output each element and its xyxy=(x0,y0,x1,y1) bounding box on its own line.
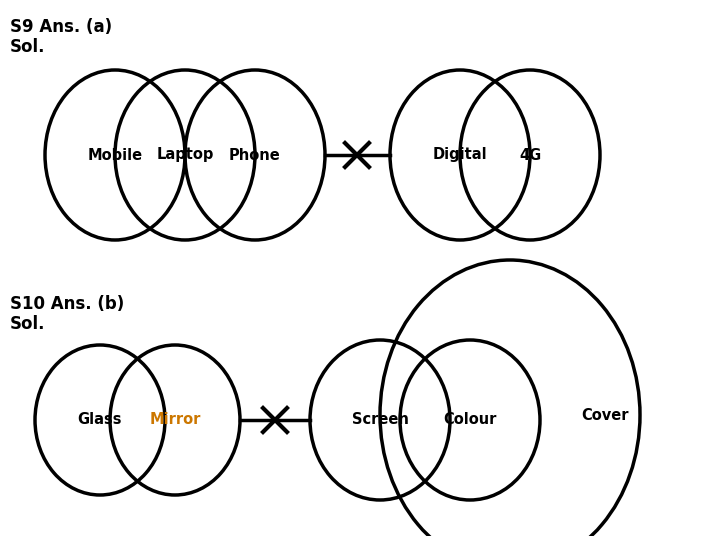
Text: S9 Ans. (a): S9 Ans. (a) xyxy=(10,18,112,36)
Text: 4G: 4G xyxy=(519,147,541,162)
Text: Colour: Colour xyxy=(443,413,496,428)
Text: Phone: Phone xyxy=(229,147,281,162)
Text: Mirror: Mirror xyxy=(149,413,201,428)
Text: Sol.: Sol. xyxy=(10,38,45,56)
Text: Sol.: Sol. xyxy=(10,315,45,333)
Text: Glass: Glass xyxy=(78,413,122,428)
Text: Screen: Screen xyxy=(352,413,408,428)
Text: Digital: Digital xyxy=(432,147,487,162)
Text: S10 Ans. (b): S10 Ans. (b) xyxy=(10,295,124,313)
Text: Mobile: Mobile xyxy=(87,147,143,162)
Text: Laptop: Laptop xyxy=(157,147,214,162)
Text: Cover: Cover xyxy=(581,407,629,422)
